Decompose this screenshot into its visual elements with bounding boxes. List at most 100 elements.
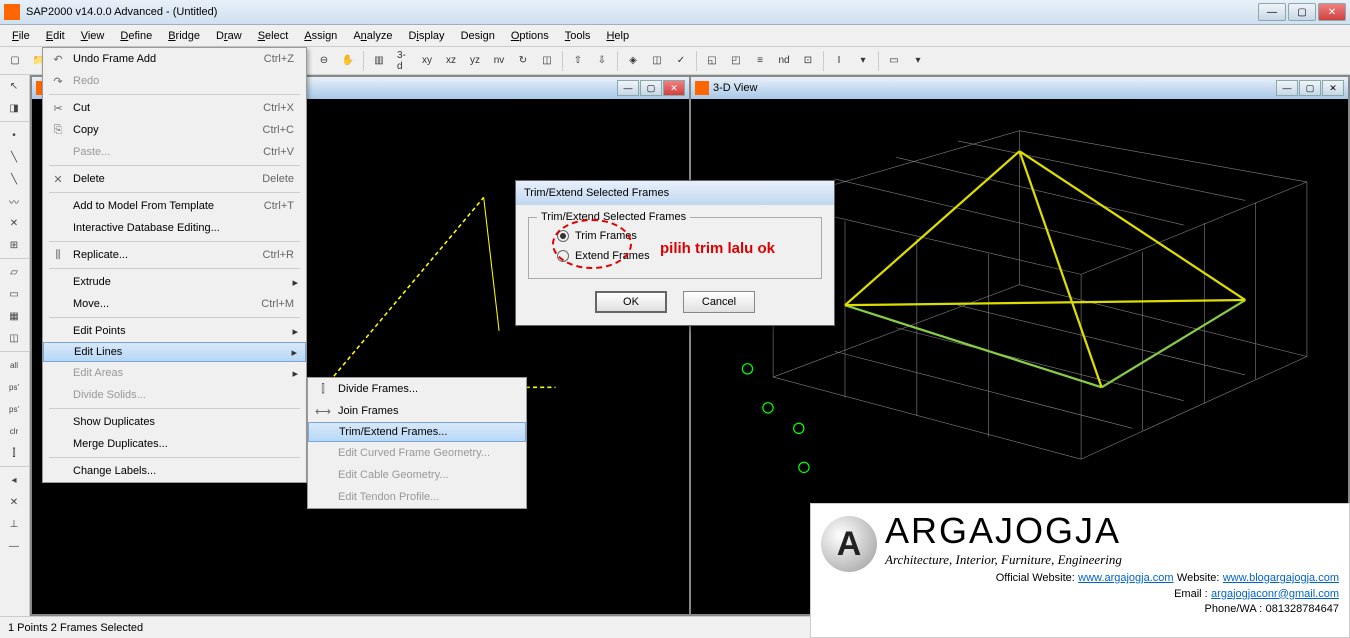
- minimize-button[interactable]: —: [1258, 3, 1286, 21]
- lt-cable-icon[interactable]: 〰: [0, 190, 28, 212]
- tb-up-icon[interactable]: ⇧: [567, 50, 589, 72]
- menu-copy[interactable]: ⎘CopyCtrl+C: [43, 119, 306, 141]
- watermark-link-2[interactable]: www.blogargajogja.com: [1223, 572, 1339, 584]
- lt-frame-icon[interactable]: ╲: [0, 146, 28, 168]
- vp-close-button[interactable]: ✕: [1322, 80, 1344, 96]
- lt-ps2-icon[interactable]: ps': [0, 398, 28, 420]
- menu-move[interactable]: Move...Ctrl+M: [43, 293, 306, 315]
- menu-display[interactable]: Display: [400, 28, 452, 44]
- submenu-join[interactable]: ⟷Join Frames: [308, 400, 526, 422]
- submenu-cable: Edit Cable Geometry...: [308, 464, 526, 486]
- tb-new-icon[interactable]: ▢: [4, 50, 26, 72]
- watermark-info: Official Website: www.argajogja.com Webs…: [885, 570, 1339, 617]
- tb-perspective-icon[interactable]: ◫: [536, 50, 558, 72]
- submenu-divide[interactable]: ⫿Divide Frames...: [308, 378, 526, 400]
- tb-3d-button[interactable]: 3-d: [392, 50, 414, 72]
- close-button[interactable]: ✕: [1318, 3, 1346, 21]
- menu-edit[interactable]: Edit: [38, 28, 73, 44]
- lt-all-icon[interactable]: all: [0, 354, 28, 376]
- vp-minimize-button[interactable]: —: [1276, 80, 1298, 96]
- menu-cut[interactable]: ✂CutCtrl+X: [43, 97, 306, 119]
- menu-define[interactable]: Define: [112, 28, 160, 44]
- tb-xz-button[interactable]: xz: [440, 50, 462, 72]
- menu-extrude[interactable]: Extrude▸: [43, 271, 306, 293]
- vp-right-titlebar: 3-D View — ▢ ✕: [691, 77, 1348, 99]
- menu-delete[interactable]: ✕DeleteDelete: [43, 168, 306, 190]
- lt-beam-icon[interactable]: ⊞: [0, 234, 28, 256]
- tb-element-icon[interactable]: ◫: [646, 50, 668, 72]
- menu-merge-dup[interactable]: Merge Duplicates...: [43, 433, 306, 455]
- tb-object-icon[interactable]: ◈: [622, 50, 644, 72]
- menu-tools[interactable]: Tools: [557, 28, 599, 44]
- menu-change-labels[interactable]: Change Labels...: [43, 460, 306, 482]
- tb-local-icon[interactable]: ≡: [749, 50, 771, 72]
- tb-nv-button[interactable]: nv: [488, 50, 510, 72]
- tb-rotate-icon[interactable]: ↻: [512, 50, 534, 72]
- menu-help[interactable]: Help: [598, 28, 637, 44]
- lt-joint-icon[interactable]: •: [0, 124, 28, 146]
- lt-area-icon[interactable]: ▱: [0, 261, 28, 283]
- lt-rect-icon[interactable]: ▭: [0, 283, 28, 305]
- tb-frame-icon[interactable]: ▭: [883, 50, 905, 72]
- tb-dropdown-icon[interactable]: ▾: [852, 50, 874, 72]
- menu-select[interactable]: Select: [250, 28, 297, 44]
- maximize-button[interactable]: ▢: [1288, 3, 1316, 21]
- lt-ps-icon[interactable]: ps': [0, 376, 28, 398]
- menu-assign[interactable]: Assign: [296, 28, 345, 44]
- ok-button[interactable]: OK: [595, 291, 667, 313]
- menu-design[interactable]: Design: [453, 28, 503, 44]
- menu-db-edit[interactable]: Interactive Database Editing...: [43, 217, 306, 239]
- menu-file[interactable]: File: [4, 28, 38, 44]
- annotation-text: pilih trim lalu ok: [660, 240, 775, 257]
- lt-pointer-icon[interactable]: ↖: [0, 75, 28, 97]
- lt-snap3-icon[interactable]: ⊥: [0, 513, 28, 535]
- menu-undo[interactable]: ↶Undo Frame AddCtrl+Z: [43, 48, 306, 70]
- cut-icon: ✂: [47, 99, 69, 117]
- tb-xy-button[interactable]: xy: [416, 50, 438, 72]
- vp-maximize-button[interactable]: ▢: [640, 80, 662, 96]
- menu-edit-points[interactable]: Edit Points▸: [43, 320, 306, 342]
- lt-quick-icon[interactable]: ▦: [0, 305, 28, 327]
- divide-icon: ⫿: [312, 380, 334, 398]
- tb-extrude-icon[interactable]: ◰: [725, 50, 747, 72]
- lt-brace-icon[interactable]: ✕: [0, 212, 28, 234]
- tb-check-icon[interactable]: ✓: [670, 50, 692, 72]
- vp-minimize-button[interactable]: —: [617, 80, 639, 96]
- menu-view[interactable]: View: [73, 28, 113, 44]
- menu-replicate[interactable]: ⫼Replicate...Ctrl+R: [43, 244, 306, 266]
- menu-show-dup[interactable]: Show Duplicates: [43, 411, 306, 433]
- menu-options[interactable]: Options: [503, 28, 557, 44]
- lt-reshape-icon[interactable]: ◨: [0, 97, 28, 119]
- status-text: 1 Points 2 Frames Selected: [8, 622, 143, 634]
- lt-snap4-icon[interactable]: —: [0, 535, 28, 557]
- lt-frame2-icon[interactable]: ╲: [0, 168, 28, 190]
- tb-down-icon[interactable]: ⇩: [591, 50, 613, 72]
- undo-icon: ↶: [47, 50, 69, 68]
- cancel-button[interactable]: Cancel: [683, 291, 755, 313]
- tb-dropdown2-icon[interactable]: ▾: [907, 50, 929, 72]
- watermark-link-1[interactable]: www.argajogja.com: [1078, 572, 1173, 584]
- lt-clr-icon[interactable]: clr: [0, 420, 28, 442]
- tb-show-icon[interactable]: ⊡: [797, 50, 819, 72]
- menu-bridge[interactable]: Bridge: [160, 28, 208, 44]
- tb-window-icon[interactable]: ▥: [368, 50, 390, 72]
- lt-snap1-icon[interactable]: ◂: [0, 469, 28, 491]
- lt-solid-icon[interactable]: ◫: [0, 327, 28, 349]
- tb-yz-button[interactable]: yz: [464, 50, 486, 72]
- menu-analyze[interactable]: Analyze: [345, 28, 400, 44]
- tb-i-button[interactable]: I: [828, 50, 850, 72]
- watermark-email[interactable]: argajogjaconr@gmail.com: [1211, 588, 1339, 600]
- tb-shrink-icon[interactable]: ◱: [701, 50, 723, 72]
- lt-snap2-icon[interactable]: ✕: [0, 491, 28, 513]
- menu-edit-lines[interactable]: Edit Lines▸: [43, 342, 306, 362]
- lt-int-icon[interactable]: ⫿: [0, 442, 28, 464]
- vp-close-button[interactable]: ✕: [663, 80, 685, 96]
- menu-draw[interactable]: Draw: [208, 28, 250, 44]
- tb-pan-icon[interactable]: ✋: [337, 50, 359, 72]
- vp-maximize-button[interactable]: ▢: [1299, 80, 1321, 96]
- tb-zoom-out-icon[interactable]: ⊖: [313, 50, 335, 72]
- submenu-trim-extend[interactable]: Trim/Extend Frames...: [308, 422, 526, 442]
- watermark-tagline: Architecture, Interior, Furniture, Engin…: [885, 552, 1339, 568]
- menu-add-template[interactable]: Add to Model From TemplateCtrl+T: [43, 195, 306, 217]
- tb-nd-button[interactable]: nd: [773, 50, 795, 72]
